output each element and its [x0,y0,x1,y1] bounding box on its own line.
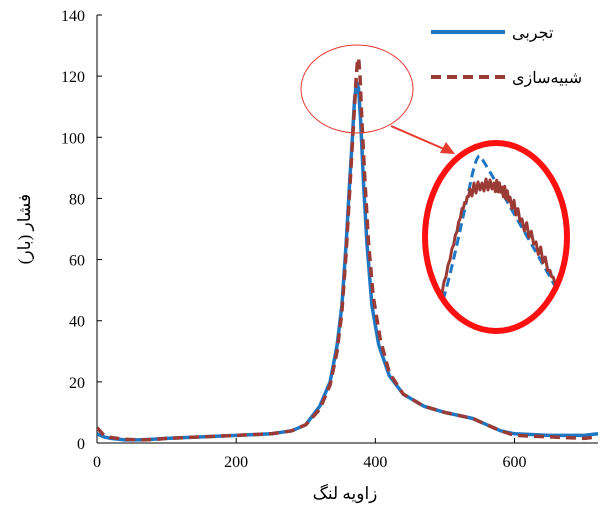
y-tick-label: 40 [69,314,85,331]
series-simulation-line [97,56,599,442]
x-ticks: 0 200 400 600 [93,438,527,471]
inset-simulation-line [438,177,562,300]
plot-area [97,56,599,442]
y-tick-label: 80 [69,191,85,208]
y-tick-label: 100 [61,130,85,147]
x-tick-label: 0 [93,454,101,471]
inset-experimental-line [441,154,562,301]
zoom-inset [422,140,570,334]
x-tick-label: 400 [363,454,387,471]
x-tick-label: 600 [503,454,527,471]
x-axis-label: زاویه لنگ [313,483,378,504]
legend: تجربی شبیه‌سازی [431,25,582,87]
callout-arrow-head [440,142,455,154]
callout-arrow-line [390,125,445,150]
y-tick-label: 0 [77,436,85,453]
legend-label-experimental: تجربی [512,25,553,42]
y-ticks: 0 20 40 60 80 100 120 140 [61,8,102,453]
y-tick-label: 60 [69,253,85,270]
y-tick-label: 140 [61,8,85,25]
y-tick-label: 20 [69,375,85,392]
legend-label-simulation: شبیه‌سازی [512,70,582,87]
y-axis-label: فشار (بار) [15,194,35,264]
x-tick-label: 200 [224,454,248,471]
peak-highlight-circle [300,44,414,134]
y-tick-label: 120 [61,69,85,86]
